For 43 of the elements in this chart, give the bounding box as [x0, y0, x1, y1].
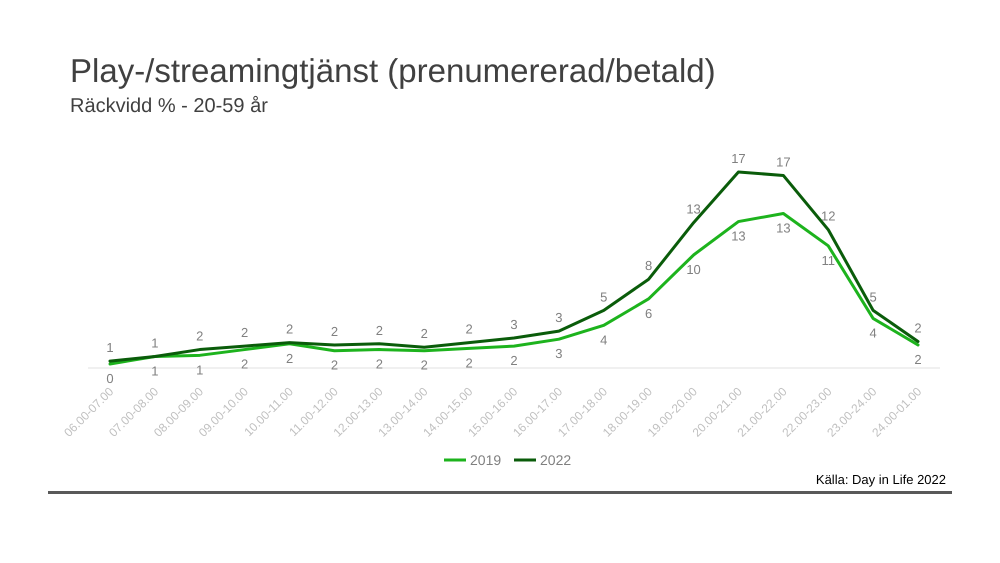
data-label: 2	[330, 324, 338, 339]
data-label: 13	[776, 220, 791, 236]
data-label: 3	[555, 346, 563, 362]
data-label: 5	[600, 289, 608, 304]
data-label: 11	[821, 252, 835, 268]
data-label: 2	[286, 350, 294, 366]
data-label: 3	[510, 317, 518, 332]
data-label: 2	[286, 322, 294, 337]
chart-subtitle: Räckvidd % - 20-59 år	[70, 95, 268, 117]
data-label: 13	[731, 228, 746, 244]
chart-title: Play-/streamingtjänst (prenumererad/betald)	[70, 52, 716, 89]
data-label: 2	[914, 320, 922, 336]
data-label: 1	[151, 363, 159, 378]
data-label: 5	[869, 289, 877, 304]
data-label: 2	[376, 356, 383, 372]
data-label: 17	[776, 154, 791, 170]
legend-label: 2019	[470, 452, 502, 468]
data-label: 4	[600, 332, 608, 348]
legend-label: 2022	[540, 452, 572, 468]
data-label: 2	[465, 322, 473, 337]
data-label: 3	[555, 310, 563, 326]
data-label: 4	[869, 325, 877, 340]
data-label: 2	[914, 352, 922, 367]
data-label: 13	[686, 202, 701, 217]
data-label: 2	[420, 358, 428, 373]
data-label: 17	[731, 151, 746, 166]
data-label: 2	[241, 325, 248, 340]
data-label: 1	[196, 362, 204, 378]
data-label: 1	[106, 340, 114, 356]
data-label: 2	[510, 353, 518, 368]
data-label: 2	[330, 358, 338, 373]
data-label: 12	[820, 208, 836, 224]
data-label: 2	[241, 356, 248, 372]
data-label: 1	[151, 335, 159, 350]
text: Källa: Day in Life 2022	[816, 472, 946, 487]
data-label: 2	[376, 322, 383, 338]
data-label: 2	[196, 328, 204, 344]
data-label: 6	[645, 306, 652, 321]
data-label: 2	[420, 326, 428, 342]
data-label: 0	[106, 370, 114, 386]
data-label: 2	[465, 355, 473, 370]
data-label: 8	[645, 258, 652, 274]
data-label: 10	[686, 262, 701, 278]
